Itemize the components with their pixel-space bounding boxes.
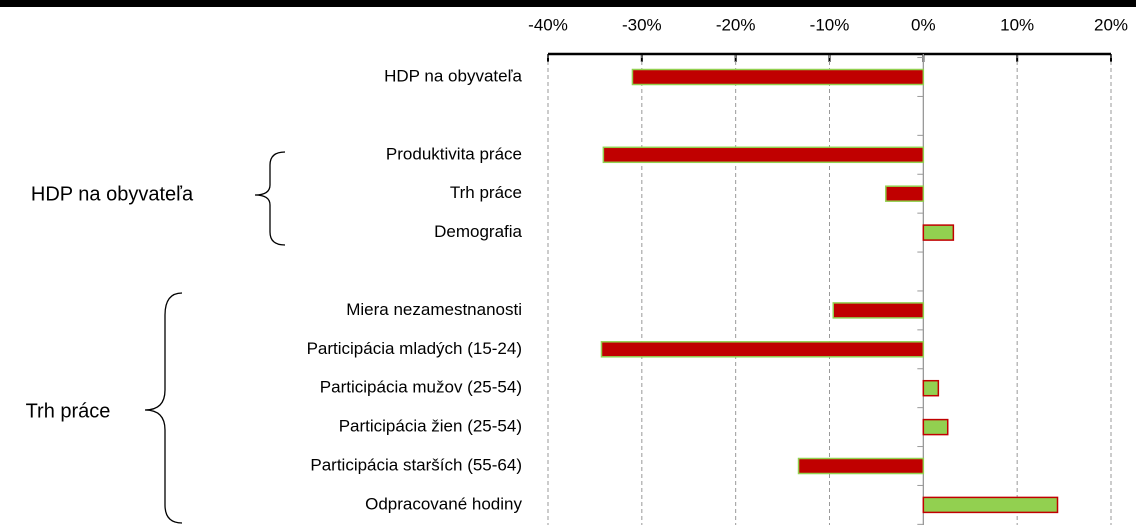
x-tick-label: 10% xyxy=(1000,15,1034,34)
y-tick-label: Demografia xyxy=(434,222,522,241)
x-tick-label: 20% xyxy=(1094,15,1128,34)
brace xyxy=(254,151,286,246)
brace xyxy=(144,292,183,524)
title-strip xyxy=(0,0,1136,7)
x-tick-label: 0% xyxy=(911,15,936,34)
bar xyxy=(922,496,1059,514)
bar xyxy=(922,379,940,397)
x-tick-label: -40% xyxy=(528,15,568,34)
bar xyxy=(797,457,925,475)
y-tick-label: Participácia starších (55-64) xyxy=(310,455,522,474)
y-tick-label: Produktivita práce xyxy=(386,144,522,163)
y-tick-label: Miera nezamestnanosti xyxy=(346,300,522,319)
y-tick-label: Trh práce xyxy=(450,183,522,202)
bar xyxy=(922,224,955,241)
bar xyxy=(922,418,949,436)
group-label: HDP na obyvateľa xyxy=(31,183,194,205)
bar xyxy=(602,146,925,164)
x-tick-label: -30% xyxy=(622,15,662,34)
group-label: Trh práce xyxy=(26,400,111,422)
x-tick-label: -10% xyxy=(810,15,850,34)
y-tick-label: Participácia mladých (15-24) xyxy=(307,339,522,358)
y-tick-label: Odpracované hodiny xyxy=(365,494,522,513)
bar xyxy=(600,341,925,358)
bar xyxy=(631,68,925,86)
bar xyxy=(885,185,925,202)
y-tick-label: Participácia žien (25-54) xyxy=(339,417,522,436)
x-tick-label: -20% xyxy=(716,15,756,34)
bar xyxy=(832,302,925,319)
y-tick-label: HDP na obyvateľa xyxy=(384,66,522,85)
y-tick-label: Participácia mužov (25-54) xyxy=(320,378,522,397)
